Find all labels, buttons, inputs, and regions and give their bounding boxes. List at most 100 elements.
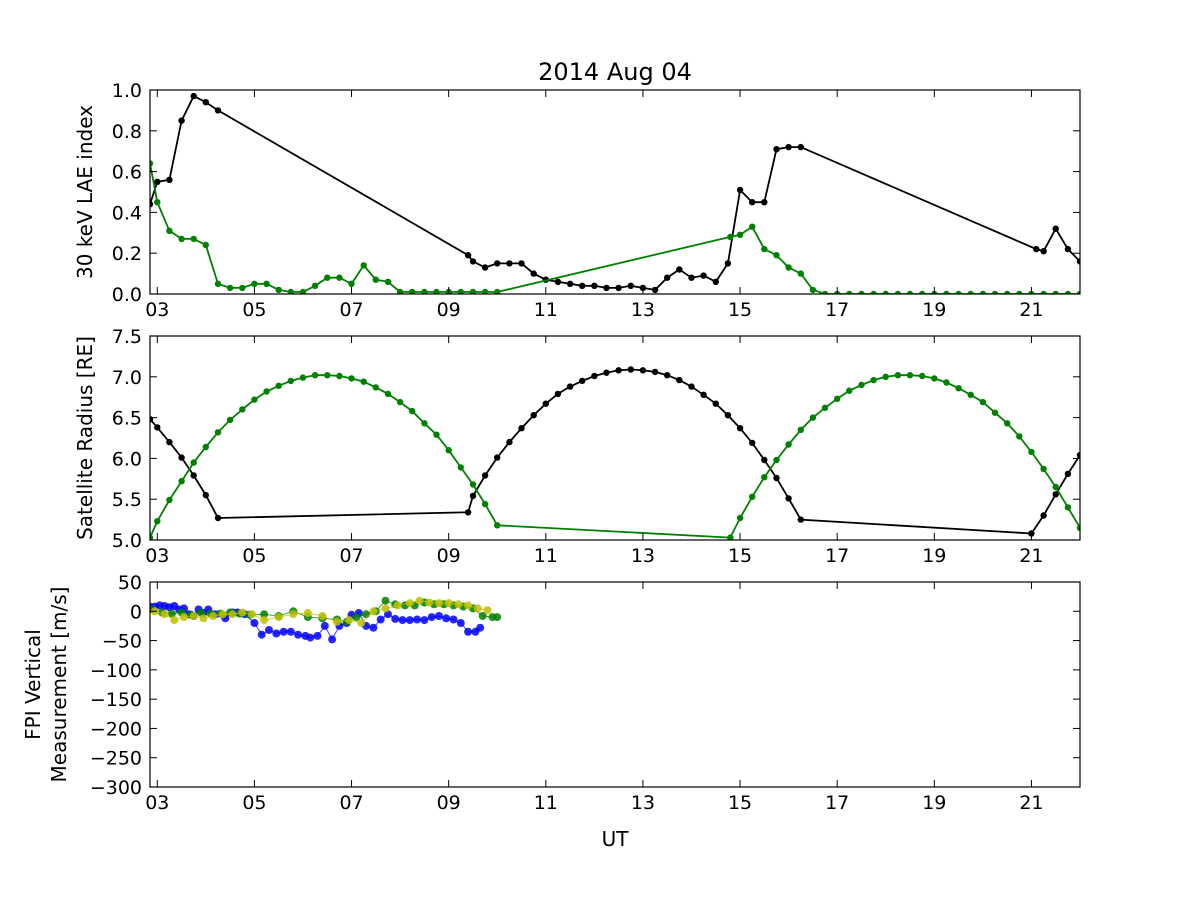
y-tick-label: 0.0	[112, 284, 142, 306]
data-point-green	[1028, 448, 1035, 456]
data-point-black	[761, 199, 768, 206]
x-tick-label: 11	[534, 545, 558, 567]
x-tick-label: 15	[728, 792, 752, 814]
data-point-green	[352, 613, 361, 622]
data-point-green	[749, 223, 756, 230]
data-point-black	[749, 199, 756, 206]
data-point-yellow	[393, 601, 402, 610]
data-point-yellow	[303, 609, 312, 617]
data-point-blue	[279, 627, 288, 636]
data-point-yellow	[274, 613, 283, 622]
data-point-black	[736, 186, 744, 194]
data-point-yellow	[209, 612, 218, 620]
data-point-yellow	[333, 617, 341, 626]
data-point-yellow	[357, 619, 366, 627]
data-point-yellow	[483, 606, 492, 615]
data-point-green	[336, 274, 343, 281]
data-point-black	[749, 439, 756, 447]
data-point-black	[724, 412, 732, 419]
data-point-green	[1040, 290, 1047, 294]
data-point-green	[846, 387, 853, 394]
data-point-green	[834, 395, 841, 402]
data-point-green	[251, 396, 258, 403]
data-point-black	[202, 491, 209, 499]
data-point-black	[166, 176, 173, 183]
data-point-blue	[376, 615, 385, 624]
data-point-black	[494, 454, 501, 461]
data-point-black	[700, 391, 707, 398]
data-point-black	[591, 372, 598, 380]
axes-frame	[149, 89, 1081, 295]
data-point-black	[554, 390, 562, 398]
data-point-black	[688, 274, 695, 281]
y-axis-label-line-1: FPI Vertical	[21, 629, 45, 740]
data-point-green	[457, 464, 464, 471]
data-point-green	[931, 375, 938, 382]
x-tick-label: 07	[339, 792, 363, 814]
data-point-black	[530, 412, 537, 419]
y-tick-label: −250	[90, 748, 142, 770]
y-tick-label: 6.0	[112, 448, 142, 470]
data-point-green	[190, 459, 197, 466]
data-point-green	[809, 414, 817, 421]
data-point-black	[566, 383, 574, 390]
data-point-black	[518, 425, 525, 432]
data-point-green	[150, 534, 154, 540]
data-point-green	[348, 280, 355, 287]
data-point-green	[1004, 290, 1011, 294]
data-point-blue	[442, 614, 451, 623]
data-point-green	[727, 233, 734, 241]
data-point-green	[821, 404, 829, 411]
data-point-black	[518, 260, 525, 267]
data-point-blue	[313, 631, 322, 640]
data-point-green	[251, 280, 258, 287]
data-point-yellow	[444, 599, 453, 608]
y-axis-label: 30 keV LAE index	[73, 105, 97, 279]
data-point-green	[260, 610, 269, 619]
data-point-green	[1064, 504, 1072, 511]
data-point-green	[360, 262, 367, 269]
data-point-green	[493, 613, 502, 622]
x-tick-label: 17	[825, 792, 849, 814]
data-point-yellow	[473, 604, 482, 613]
data-point-yellow	[248, 610, 256, 619]
data-point-green	[858, 381, 865, 389]
data-point-green	[202, 241, 209, 249]
data-point-green	[150, 160, 154, 167]
axes-frame	[149, 335, 1081, 541]
data-point-green	[360, 378, 367, 385]
data-point-black	[676, 376, 683, 384]
data-point-yellow	[238, 608, 247, 617]
plot-area-radius	[150, 366, 1080, 540]
data-point-blue	[286, 627, 295, 636]
data-point-green	[311, 282, 319, 289]
data-point-black	[481, 472, 489, 479]
data-point-black	[785, 143, 792, 151]
data-point-yellow	[189, 612, 198, 620]
data-point-black	[1052, 225, 1059, 232]
data-point-green	[858, 290, 865, 294]
data-point-black	[664, 274, 671, 281]
data-point-black	[579, 377, 586, 385]
data-point-black	[603, 369, 610, 376]
data-point-black	[154, 424, 161, 431]
data-point-yellow	[170, 616, 179, 625]
data-point-green	[239, 284, 246, 292]
x-tick-label: 05	[242, 545, 266, 567]
data-point-green	[955, 385, 962, 392]
data-point-black	[724, 260, 732, 267]
data-point-black	[154, 178, 161, 185]
data-point-green	[736, 231, 744, 238]
y-axis-label: Satellite Radius [RE]	[73, 336, 97, 540]
data-point-green	[919, 372, 926, 380]
data-point-black	[651, 368, 659, 376]
data-point-black	[178, 454, 185, 461]
data-point-green	[226, 284, 234, 292]
data-point-black	[797, 143, 804, 151]
series-line-black	[150, 94, 1080, 291]
data-point-green	[445, 447, 452, 454]
data-point-green	[362, 610, 371, 619]
data-point-green	[166, 496, 173, 504]
data-point-green	[396, 288, 404, 294]
